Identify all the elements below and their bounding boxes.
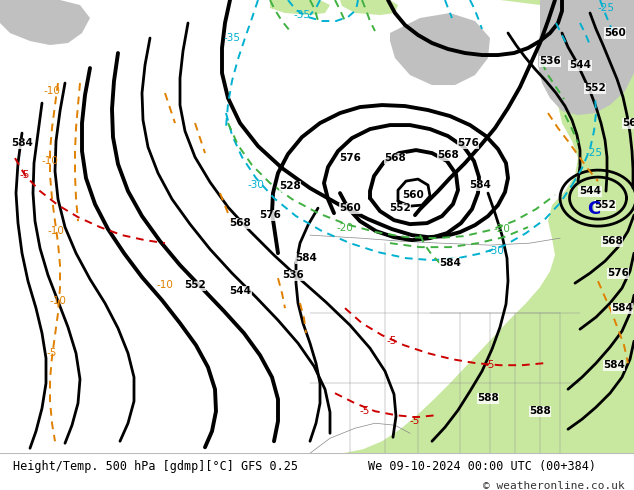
Text: 552: 552 (184, 280, 206, 290)
Text: -20: -20 (337, 223, 353, 233)
Polygon shape (265, 0, 634, 453)
Text: -10: -10 (44, 86, 60, 96)
Text: 568: 568 (384, 153, 406, 163)
Text: 552: 552 (584, 83, 606, 93)
Text: C: C (587, 200, 600, 218)
Polygon shape (270, 0, 330, 15)
Text: -5: -5 (47, 348, 57, 358)
Text: 584: 584 (603, 360, 625, 370)
Text: -20: -20 (493, 224, 510, 234)
Text: 568: 568 (601, 236, 623, 246)
Text: 528: 528 (279, 181, 301, 191)
Text: 588: 588 (529, 406, 551, 416)
Text: © weatheronline.co.uk: © weatheronline.co.uk (482, 481, 624, 490)
Text: 576: 576 (259, 210, 281, 220)
Text: -5: -5 (410, 416, 420, 426)
Text: 588: 588 (477, 393, 499, 403)
Text: -25: -25 (597, 3, 614, 13)
Text: 560: 560 (339, 203, 361, 213)
Text: 576: 576 (607, 268, 629, 278)
Text: 584: 584 (469, 180, 491, 190)
Text: 576: 576 (339, 153, 361, 163)
Text: 568: 568 (437, 150, 459, 160)
Polygon shape (340, 0, 398, 15)
Text: -10: -10 (42, 156, 58, 166)
Text: 544: 544 (579, 186, 601, 196)
Text: 536: 536 (539, 56, 561, 66)
Text: 584: 584 (439, 258, 461, 268)
Polygon shape (390, 13, 490, 85)
Text: -5: -5 (360, 406, 370, 416)
Text: -35: -35 (224, 33, 240, 43)
Text: -5: -5 (387, 336, 397, 346)
Text: 552: 552 (594, 200, 616, 210)
Polygon shape (538, 0, 634, 115)
Text: 552: 552 (389, 203, 411, 213)
Text: 536: 536 (282, 270, 304, 280)
Text: 568: 568 (229, 218, 251, 228)
Text: -30: -30 (488, 246, 505, 256)
Text: 560: 560 (622, 118, 634, 128)
Text: -30: -30 (247, 180, 264, 190)
Text: 584: 584 (11, 138, 33, 148)
Text: 560: 560 (604, 28, 626, 38)
Text: 576: 576 (457, 138, 479, 148)
Text: 584: 584 (295, 253, 317, 263)
Text: -25: -25 (586, 148, 602, 158)
Text: 584: 584 (611, 303, 633, 313)
Text: -10: -10 (49, 296, 67, 306)
Text: 560: 560 (402, 190, 424, 200)
Text: 544: 544 (229, 286, 251, 296)
Text: We 09-10-2024 00:00 UTC (00+384): We 09-10-2024 00:00 UTC (00+384) (368, 460, 596, 473)
Text: -5: -5 (485, 360, 495, 370)
Text: -35: -35 (294, 10, 311, 20)
Polygon shape (0, 0, 90, 45)
Text: -5: -5 (20, 170, 30, 180)
Text: 544: 544 (569, 60, 591, 70)
Text: Height/Temp. 500 hPa [gdmp][°C] GFS 0.25: Height/Temp. 500 hPa [gdmp][°C] GFS 0.25 (13, 460, 298, 473)
Text: -10: -10 (157, 280, 174, 290)
Text: -10: -10 (48, 226, 65, 236)
